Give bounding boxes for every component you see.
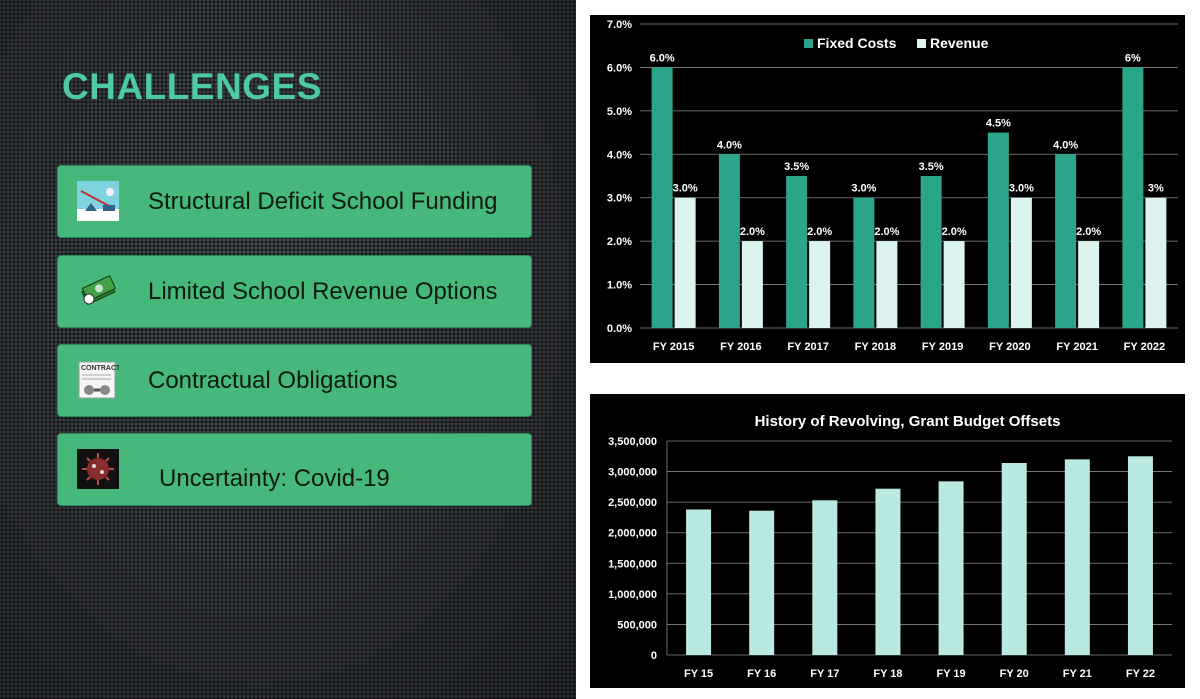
legend-swatch bbox=[917, 39, 926, 48]
bar-revenue bbox=[741, 241, 763, 328]
x-tick-label: FY 2019 bbox=[922, 341, 963, 353]
y-tick-label: 4.0% bbox=[607, 149, 632, 161]
data-label: 2.0% bbox=[1076, 226, 1101, 238]
challenge-card-contractual: CONTRACT Contractual Obligations bbox=[57, 344, 532, 417]
budget-offsets-chart: History of Revolving, Grant Budget Offse… bbox=[590, 394, 1185, 688]
x-tick-label: FY 19 bbox=[936, 668, 965, 680]
x-tick-label: FY 2015 bbox=[653, 341, 694, 353]
x-tick-label: FY 18 bbox=[873, 668, 902, 680]
virus-icon bbox=[77, 449, 119, 489]
bar-revenue bbox=[1078, 241, 1100, 328]
data-label: 2.0% bbox=[807, 226, 832, 238]
data-label: 6.0% bbox=[650, 52, 675, 64]
y-tick-label: 3,500,000 bbox=[608, 436, 657, 448]
bar-fixed-costs bbox=[718, 154, 740, 328]
y-tick-label: 2,000,000 bbox=[608, 528, 657, 540]
chart-title: History of Revolving, Grant Budget Offse… bbox=[755, 413, 1061, 430]
data-label: 3.0% bbox=[851, 183, 876, 195]
x-tick-label: FY 22 bbox=[1126, 668, 1155, 680]
data-label: 4.0% bbox=[717, 139, 742, 151]
data-label: 6% bbox=[1125, 52, 1141, 64]
x-tick-label: FY 17 bbox=[810, 668, 839, 680]
challenge-card-limited-revenue: Limited School Revenue Options bbox=[57, 255, 532, 328]
challenge-label: Contractual Obligations bbox=[148, 367, 398, 394]
bar-revenue bbox=[1145, 197, 1167, 328]
bar-revenue bbox=[1010, 197, 1032, 328]
bar-revenue bbox=[943, 241, 965, 328]
challenge-card-structural-deficit: Structural Deficit School Funding bbox=[57, 165, 532, 238]
bar bbox=[686, 509, 712, 655]
legend-swatch bbox=[804, 39, 813, 48]
x-tick-label: FY 20 bbox=[1000, 668, 1029, 680]
y-tick-label: 1.0% bbox=[607, 280, 632, 292]
data-label: 3.5% bbox=[784, 161, 809, 173]
slide-title: CHALLENGES bbox=[62, 66, 322, 107]
data-label: 4.0% bbox=[1053, 139, 1078, 151]
y-tick-label: 0 bbox=[651, 650, 657, 662]
bar bbox=[875, 488, 901, 655]
bar-revenue bbox=[674, 197, 696, 328]
x-tick-label: FY 15 bbox=[684, 668, 713, 680]
bar bbox=[1064, 459, 1090, 655]
y-tick-label: 5.0% bbox=[607, 106, 632, 118]
x-tick-label: FY 2021 bbox=[1056, 341, 1097, 353]
x-tick-label: FY 2020 bbox=[989, 341, 1030, 353]
y-tick-label: 0.0% bbox=[607, 323, 632, 335]
bar bbox=[812, 500, 838, 655]
bar bbox=[1127, 456, 1153, 655]
scale-balance-icon bbox=[77, 181, 119, 221]
x-tick-label: FY 2022 bbox=[1124, 341, 1165, 353]
y-tick-label: 500,000 bbox=[617, 619, 657, 631]
y-tick-label: 3,000,000 bbox=[608, 467, 657, 479]
x-tick-label: FY 16 bbox=[747, 668, 776, 680]
money-stack-icon bbox=[81, 274, 117, 306]
data-label: 4.5% bbox=[986, 118, 1011, 130]
legend-label: Revenue bbox=[930, 35, 989, 51]
bar-fixed-costs bbox=[786, 176, 808, 328]
bar-fixed-costs bbox=[920, 176, 942, 328]
y-tick-label: 7.0% bbox=[607, 19, 632, 31]
svg-text:CONTRACT: CONTRACT bbox=[81, 365, 119, 372]
data-label: 2.0% bbox=[740, 226, 765, 238]
y-tick-label: 2,500,000 bbox=[608, 497, 657, 509]
y-tick-label: 1,500,000 bbox=[608, 558, 657, 570]
data-label: 3.0% bbox=[1009, 183, 1034, 195]
bar-fixed-costs bbox=[1122, 67, 1144, 328]
bar-fixed-costs bbox=[651, 67, 673, 328]
x-tick-label: FY 2018 bbox=[855, 341, 896, 353]
legend-label: Fixed Costs bbox=[817, 35, 897, 51]
challenge-label: Structural Deficit School Funding bbox=[148, 188, 498, 215]
contract-document-icon: CONTRACT bbox=[78, 361, 119, 399]
y-tick-label: 2.0% bbox=[607, 236, 632, 248]
data-label: 2.0% bbox=[942, 226, 967, 238]
challenge-card-covid: Uncertainty: Covid-19 bbox=[57, 433, 532, 506]
x-tick-label: FY 21 bbox=[1063, 668, 1092, 680]
data-label: 3.0% bbox=[673, 183, 698, 195]
bar bbox=[749, 510, 775, 655]
fixed-costs-vs-revenue-chart: 0.0% 1.0% 2.0% 3.0% 4.0% 5.0% 6.0% 7.0% 6.0% 3.0%… bbox=[590, 15, 1185, 363]
bar-fixed-costs bbox=[987, 132, 1009, 328]
left-panel: CHALLENGES Structural Deficit School Fun… bbox=[0, 0, 576, 699]
data-label: 3% bbox=[1148, 183, 1164, 195]
bar-fixed-costs bbox=[853, 197, 875, 328]
y-tick-label: 1,000,000 bbox=[608, 589, 657, 601]
y-tick-label: 6.0% bbox=[607, 62, 632, 74]
x-tick-label: FY 2017 bbox=[787, 341, 828, 353]
bar bbox=[938, 481, 964, 655]
x-tick-label: FY 2016 bbox=[720, 341, 761, 353]
bar-fixed-costs bbox=[1055, 154, 1077, 328]
bar bbox=[1001, 463, 1027, 655]
data-label: 3.5% bbox=[919, 161, 944, 173]
challenge-label: Uncertainty: Covid-19 bbox=[159, 465, 390, 492]
bar-revenue bbox=[876, 241, 898, 328]
challenge-label: Limited School Revenue Options bbox=[148, 278, 498, 305]
data-label: 2.0% bbox=[874, 226, 899, 238]
bar-revenue bbox=[809, 241, 831, 328]
y-tick-label: 3.0% bbox=[607, 193, 632, 205]
